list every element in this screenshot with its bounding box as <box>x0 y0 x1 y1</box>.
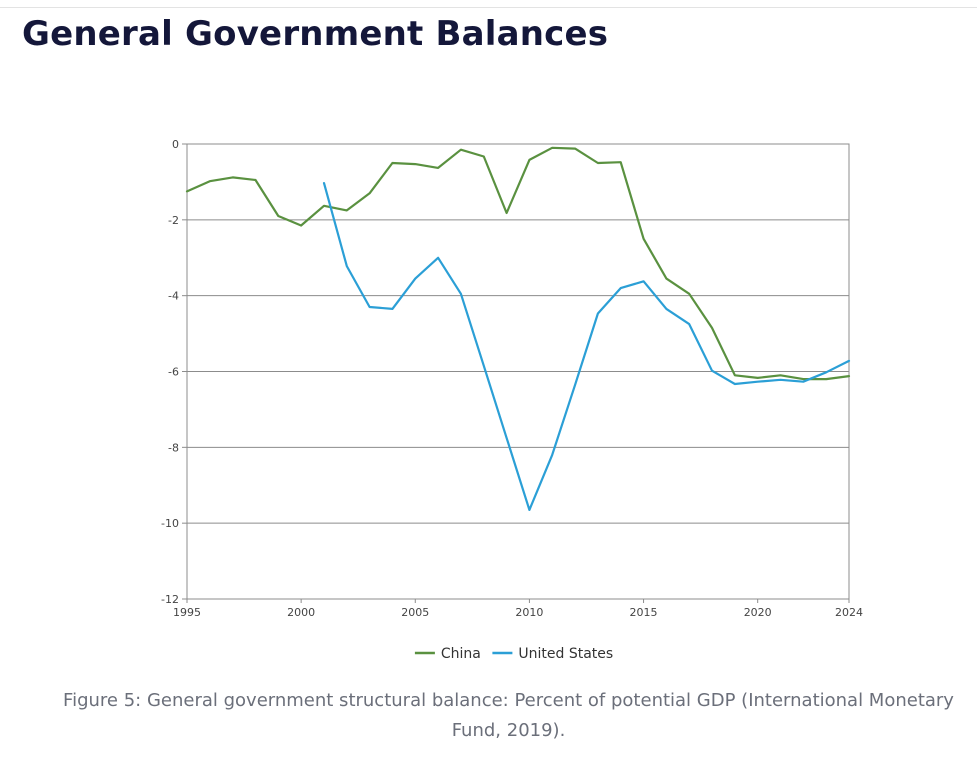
y-tick-label: -8 <box>168 441 179 454</box>
x-tick-label: 2010 <box>515 606 543 619</box>
series-line-china <box>185 146 851 381</box>
page-title: General Government Balances <box>22 14 609 54</box>
x-tick-label: 2005 <box>401 606 429 619</box>
x-tick-label: 1995 <box>173 606 201 619</box>
legend-label-china: China <box>441 646 481 662</box>
y-tick-label: -10 <box>161 517 179 530</box>
y-tick-label: -6 <box>168 366 179 379</box>
y-tick-label: -12 <box>161 593 179 606</box>
y-tick-label: -4 <box>168 290 179 303</box>
figure-caption: Figure 5: General government structural … <box>63 690 954 741</box>
y-tick-label: 0 <box>172 138 179 151</box>
x-tick-label: 2015 <box>630 606 658 619</box>
x-tick-label: 2000 <box>287 606 315 619</box>
top-divider <box>0 7 977 8</box>
x-tick-label: 2024 <box>835 606 863 619</box>
series-line-united-states <box>322 182 851 511</box>
x-tick-label: 2020 <box>744 606 772 619</box>
y-tick-label: -2 <box>168 214 179 227</box>
legend-label-united-states: United States <box>518 646 613 662</box>
